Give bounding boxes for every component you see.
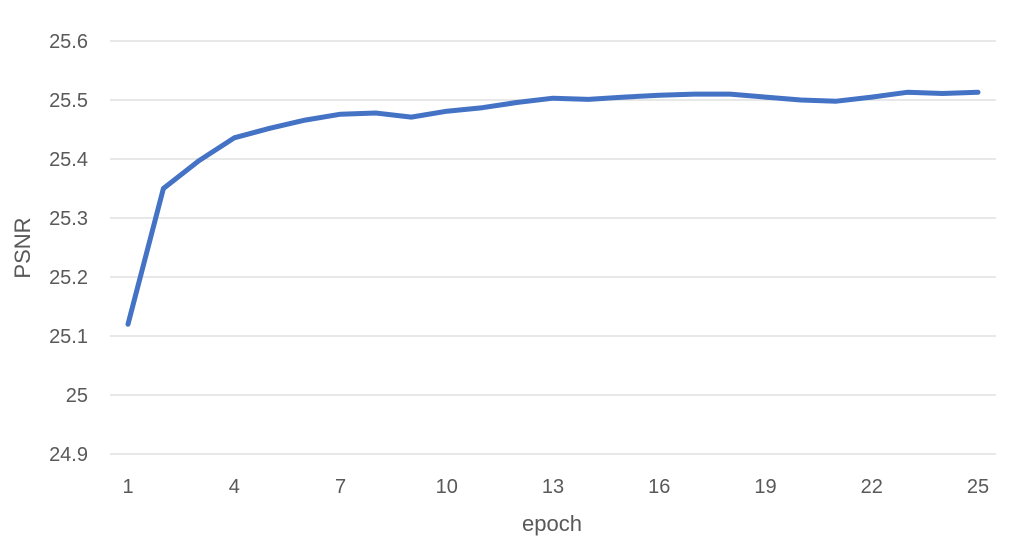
y-tick-label: 25.2 xyxy=(49,267,88,289)
x-tick-label: 4 xyxy=(229,476,240,498)
y-axis-title: PSNR xyxy=(10,217,35,278)
x-tick-label: 7 xyxy=(335,476,346,498)
x-tick-labels: 1 4 7 10 13 16 19 22 25 xyxy=(122,476,989,498)
x-tick-label: 16 xyxy=(648,476,670,498)
y-tick-label: 25.4 xyxy=(49,149,88,171)
gridlines xyxy=(110,41,996,454)
x-tick-label: 19 xyxy=(754,476,776,498)
y-tick-label: 24.9 xyxy=(49,444,88,466)
x-axis-title: epoch xyxy=(522,511,582,536)
x-tick-label: 10 xyxy=(436,476,458,498)
y-tick-label: 25.3 xyxy=(49,208,88,230)
y-tick-label: 25.5 xyxy=(49,90,88,112)
x-tick-label: 22 xyxy=(861,476,883,498)
series-layer xyxy=(128,92,978,324)
x-tick-label: 13 xyxy=(542,476,564,498)
y-tick-labels: 24.9 25 25.1 25.2 25.3 25.4 25.5 25.6 xyxy=(49,31,88,466)
series-line xyxy=(128,92,978,324)
x-tick-label: 1 xyxy=(122,476,133,498)
y-tick-label: 25 xyxy=(66,385,88,407)
y-tick-label: 25.6 xyxy=(49,31,88,53)
y-tick-label: 25.1 xyxy=(49,326,88,348)
x-tick-label: 25 xyxy=(967,476,989,498)
